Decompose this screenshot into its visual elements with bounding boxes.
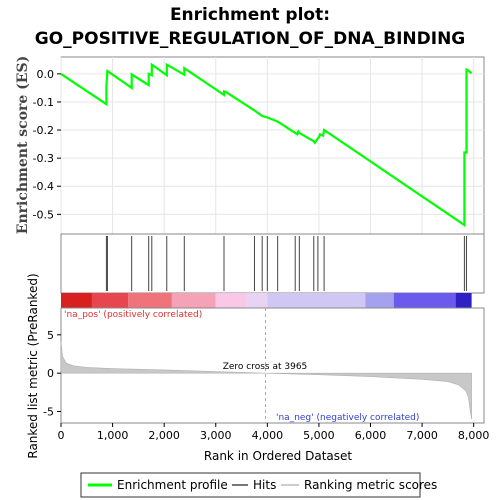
chart-title-line2: GO_POSITIVE_REGULATION_OF_DNA_BINDING [35, 29, 466, 49]
legend-enrichment-label: Enrichment profile [117, 478, 228, 492]
metric-y-tick-label: -5 [43, 406, 54, 419]
es-y-tick-label: -0.3 [33, 152, 54, 165]
x-tick-label: 7,000 [406, 429, 438, 442]
x-tick-label: 2,000 [148, 429, 180, 442]
metric-y-ticks: 5 0 -5 [43, 329, 61, 419]
x-tick-label: 6,000 [355, 429, 387, 442]
es-y-tick-label: -0.4 [33, 180, 54, 193]
x-tick-label: 8,000 [458, 429, 490, 442]
negative-correlation-label: 'na_neg' (negatively correlated) [276, 413, 419, 423]
chart-title-line1: Enrichment plot: [170, 5, 330, 25]
positive-correlation-label: 'na_pos' (positively correlated) [64, 310, 202, 320]
color-bar-segment [92, 293, 128, 308]
legend-hits-label: Hits [253, 478, 276, 492]
es-y-tick-label: -0.2 [33, 124, 54, 137]
es-y-tick-label: 0.0 [37, 68, 55, 81]
rank-color-bar [61, 293, 472, 308]
legend-metric-label: Ranking metric scores [304, 478, 437, 492]
x-tick-label: 3,000 [200, 429, 232, 442]
x-axis-label: Rank in Ordered Dataset [204, 449, 352, 463]
x-tick-label: 1,000 [97, 429, 129, 442]
es-y-tick-label: -0.5 [33, 208, 54, 221]
zero-cross-annotation: Zero cross at 3965 [223, 362, 308, 372]
x-tick-label: 4,000 [252, 429, 284, 442]
color-bar-segment [394, 293, 456, 308]
x-tick-label: 0 [58, 429, 65, 442]
x-axis-ticks: 0 1,000 2,000 3,000 4,000 5,000 6,000 7,000 8,00… [58, 423, 490, 442]
metric-y-tick-label: 5 [47, 329, 54, 342]
es-y-tick-label: -0.1 [33, 96, 54, 109]
metric-y-tick-label: 0 [47, 367, 54, 380]
x-tick-label: 5,000 [303, 429, 335, 442]
es-y-axis-label: Enrichment score (ES) [15, 56, 31, 234]
color-bar-segment [128, 293, 172, 308]
color-bar-segment [216, 293, 247, 308]
color-bar-segment [172, 293, 216, 308]
color-bar-segment [365, 293, 393, 308]
color-bar-segment [61, 293, 92, 308]
metric-y-axis-label: Ranked list metric (PreRanked) [26, 273, 40, 458]
hits-panel-frame [61, 234, 484, 293]
color-bar-segment [456, 293, 472, 308]
es-y-ticks: 0.0 -0.1 -0.2 -0.3 -0.4 -0.5 [33, 68, 61, 221]
color-bar-segment [267, 293, 365, 308]
color-bar-segment [247, 293, 268, 308]
